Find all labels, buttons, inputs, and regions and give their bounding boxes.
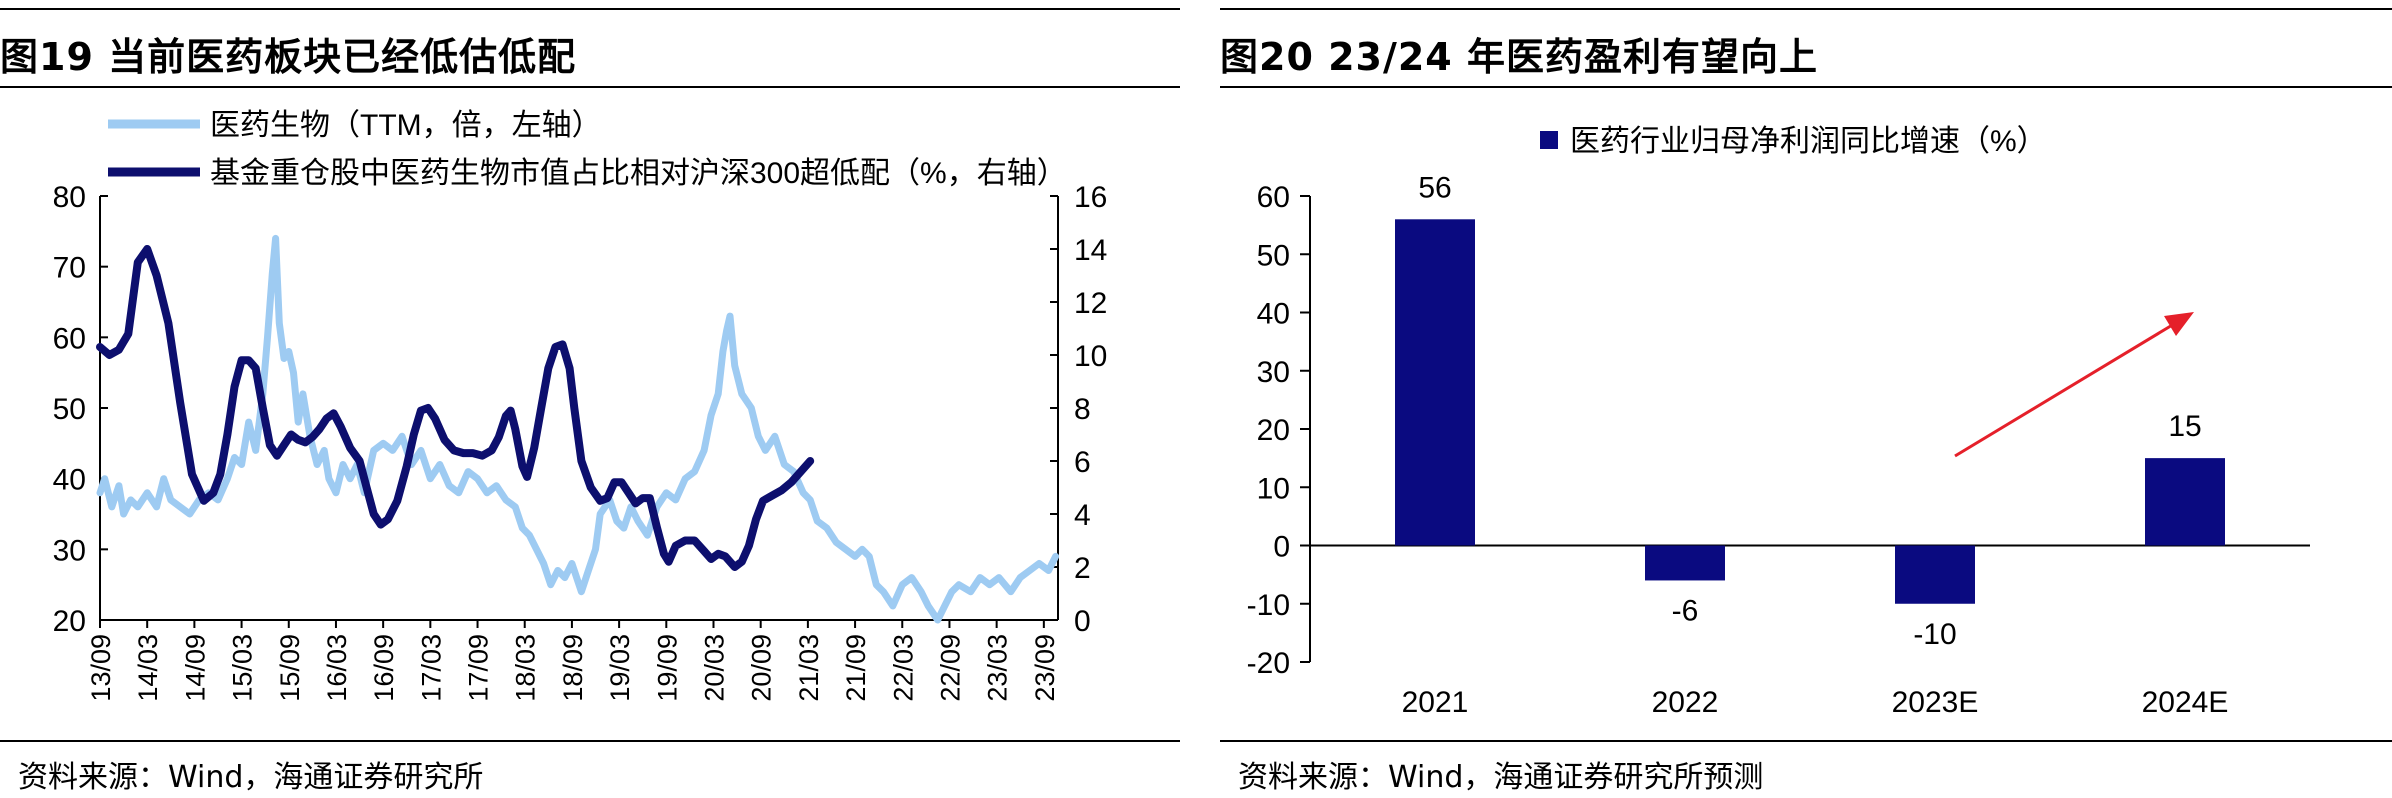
x-tick-label: 18/03 [511, 634, 541, 702]
bar-2021 [1395, 219, 1475, 546]
x-tick-label: 14/09 [180, 634, 210, 702]
legend-swatch-bar [1540, 131, 1558, 149]
right-y-tick-label: 12 [1074, 287, 1107, 320]
right-chart-title: 图20 23/24 年医药盈利有望向上 [1220, 35, 1818, 79]
left-y-tick-label: 30 [53, 534, 86, 567]
trend-arrow-head [2164, 312, 2194, 336]
bar-value-label: 15 [2168, 410, 2201, 443]
x-tick-label: 23/09 [1030, 634, 1060, 702]
left-y-tick-label: 60 [53, 322, 86, 355]
y-tick-label: -20 [1247, 647, 1290, 680]
right-y-tick-label: 4 [1074, 499, 1091, 532]
y-tick-label: 60 [1257, 181, 1290, 214]
top-rule [1220, 8, 2392, 10]
series-line-allocation [96, 245, 815, 571]
bar-2024E [2145, 458, 2225, 546]
x-tick-label: 18/09 [558, 634, 588, 702]
legend-label-pe: 医药生物（TTM，倍，左轴） [210, 109, 602, 142]
top-rule [0, 8, 1180, 10]
trend-arrow-shaft [1954, 322, 2175, 458]
x-category-label: 2021 [1402, 686, 1469, 719]
x-tick-label: 17/09 [464, 634, 494, 702]
x-tick-label: 20/09 [747, 634, 777, 702]
right-y-tick-label: 10 [1074, 340, 1107, 373]
title-rule [1220, 86, 2392, 88]
y-tick-label: 40 [1257, 298, 1290, 331]
y-tick-label: 50 [1257, 239, 1290, 272]
left-line-chart: 医药生物（TTM，倍，左轴） 基金重仓股中医药生物市值占比相对沪深300超低配（%… [53, 109, 1108, 702]
legend-label-allocation: 基金重仓股中医药生物市值占比相对沪深300超低配（%，右轴） [210, 157, 1067, 190]
bar-value-label: 56 [1418, 171, 1451, 204]
right-y-tick-label: 14 [1074, 234, 1107, 267]
left-y-tick-label: 20 [53, 605, 86, 638]
x-tick-label: 16/09 [369, 634, 399, 702]
x-tick-label: 21/09 [841, 634, 871, 702]
x-tick-label: 14/03 [133, 634, 163, 702]
legend-label-bar: 医药行业归母净利润同比增速（%） [1570, 125, 2047, 158]
right-y-tick-label: 16 [1074, 181, 1107, 214]
right-y-tick-label: 0 [1074, 605, 1091, 638]
left-y-tick-label: 70 [53, 252, 86, 285]
y-tick-label: 10 [1257, 472, 1290, 505]
bar-2022 [1645, 545, 1725, 581]
right-y-tick-label: 2 [1074, 552, 1091, 585]
x-category-label: 2024E [2142, 686, 2229, 719]
right-y-tick-label: 8 [1074, 393, 1091, 426]
x-tick-label: 15/09 [275, 634, 305, 702]
bottom-rule [1220, 740, 2392, 742]
y-tick-label: 0 [1273, 531, 1290, 564]
title-rule [0, 86, 1180, 88]
x-tick-label: 16/03 [322, 634, 352, 702]
left-y-tick-label: 40 [53, 464, 86, 497]
bar-value-label: -10 [1913, 618, 1956, 651]
y-tick-label: 20 [1257, 414, 1290, 447]
x-category-label: 2023E [1892, 686, 1979, 719]
bar-2023E [1895, 545, 1975, 604]
right-y-tick-label: 6 [1074, 446, 1091, 479]
x-tick-label: 22/09 [935, 634, 965, 702]
x-tick-label: 23/03 [983, 634, 1013, 702]
left-y-tick-label: 80 [53, 181, 86, 214]
x-tick-label: 22/03 [888, 634, 918, 702]
right-bar-chart: 医药行业归母净利润同比增速（%） 60 50 40 30 20 10 0 -10 -20 56 202… [1247, 125, 2310, 719]
x-category-label: 2022 [1652, 686, 1719, 719]
left-chart-title: 图19 当前医药板块已经低估低配 [0, 35, 577, 79]
left-source-note: 资料来源：Wind，海通证券研究所 [18, 760, 484, 795]
x-tick-label: 19/09 [652, 634, 682, 702]
series-line-pe [96, 234, 1060, 624]
bar-value-label: -6 [1672, 594, 1699, 627]
bottom-rule [0, 740, 1180, 742]
x-tick-label: 20/03 [699, 634, 729, 702]
x-tick-label: 19/03 [605, 634, 635, 702]
x-tick-label: 13/09 [86, 634, 116, 702]
x-tick-label: 15/03 [228, 634, 258, 702]
right-source-note: 资料来源：Wind，海通证券研究所预测 [1238, 760, 1764, 795]
y-tick-label: -10 [1247, 589, 1290, 622]
left-panel: 图19 当前医药板块已经低估低配 医药生物（TTM，倍，左轴） 基金重仓股中医药生… [0, 0, 1180, 798]
x-tick-label: 17/03 [416, 634, 446, 702]
right-panel: 图20 23/24 年医药盈利有望向上 医药行业归母净利润同比增速（%） 60 50… [1220, 0, 2392, 798]
y-tick-label: 30 [1257, 356, 1290, 389]
x-tick-label: 21/03 [794, 634, 824, 702]
left-y-tick-label: 50 [53, 393, 86, 426]
